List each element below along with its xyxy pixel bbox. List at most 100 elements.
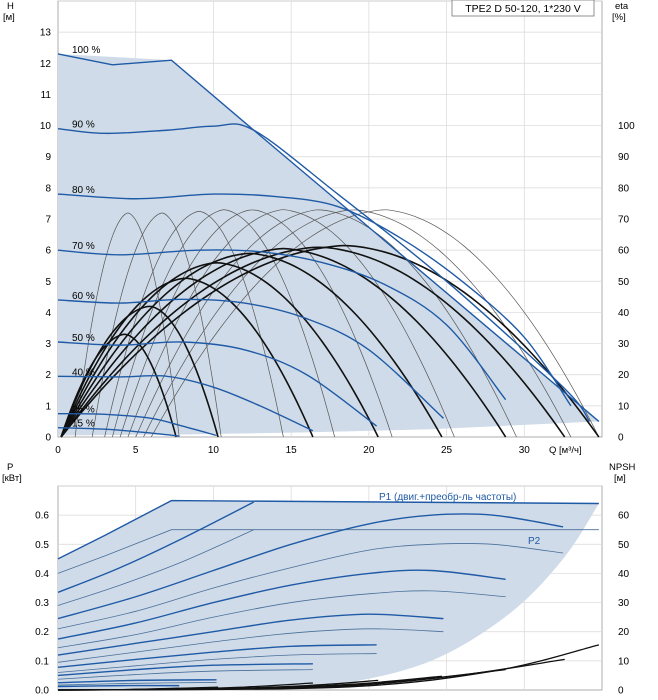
head-curve-label: 15 % bbox=[72, 419, 95, 430]
efficiency-curve-bold-5 bbox=[60, 247, 507, 438]
p1-curve-0 bbox=[57, 499, 599, 560]
y-tick-label: 9 bbox=[45, 152, 51, 163]
x-tick-label: 0 bbox=[55, 445, 61, 456]
power-npsh-panel: 0.0 0.1 0.2 0.3 0.4 0.5 0.6 0 10 20 30 40 50 60 P [кВ… bbox=[2, 462, 636, 697]
npsh-axis-label: NPSH bbox=[609, 462, 636, 473]
head-curve-25 bbox=[57, 412, 217, 437]
p-tick-label: 0.2 bbox=[35, 627, 49, 638]
npsh-tick-label: 20 bbox=[618, 627, 630, 638]
x-tick-label: 5 bbox=[133, 445, 139, 456]
efficiency-curve-thin-5 bbox=[127, 209, 455, 438]
x-tick-label: 25 bbox=[441, 445, 453, 456]
y-tick-label: 3 bbox=[45, 339, 51, 350]
npsh-tick-label: 10 bbox=[618, 656, 630, 667]
y2-tick-label: 70 bbox=[618, 215, 630, 226]
p-tick-label: 0.4 bbox=[35, 569, 49, 580]
y-tick-label: 8 bbox=[45, 183, 51, 194]
head-curve-15 bbox=[57, 426, 180, 437]
efficiency-curve-bold-6 bbox=[60, 246, 566, 438]
head-curve-label: 50 % bbox=[72, 333, 95, 344]
x-axis-label: Q [м³/ч] bbox=[549, 445, 582, 456]
p2-curve-0 bbox=[57, 529, 599, 574]
efficiency-curve-thin-2 bbox=[104, 211, 284, 438]
y-tick-label: 13 bbox=[40, 28, 52, 39]
head-curve-100 bbox=[57, 53, 600, 422]
head-curve-90 bbox=[57, 123, 591, 422]
npsh-tick-label: 30 bbox=[618, 598, 630, 609]
efficiency-curve-bold-7 bbox=[60, 244, 600, 438]
y2-tick-label: 90 bbox=[618, 152, 630, 163]
y2-tick-label: 10 bbox=[618, 401, 630, 412]
y-axis-unit: [м] bbox=[3, 12, 15, 23]
p2-curve-7 bbox=[57, 682, 217, 686]
y2-tick-label: 0 bbox=[618, 433, 624, 444]
npsh-tick-label: 50 bbox=[618, 540, 630, 551]
p1-curve-8 bbox=[57, 684, 180, 688]
npsh-tick-label: 40 bbox=[618, 569, 630, 580]
y-tick-label: 7 bbox=[45, 215, 51, 226]
operating-range-area bbox=[58, 53, 599, 436]
p2-curve-2 bbox=[57, 542, 564, 630]
p-tick-label: 0.0 bbox=[35, 686, 49, 697]
x-tick-label: 30 bbox=[519, 445, 531, 456]
y-axis-label: H bbox=[7, 1, 14, 12]
p2-annotation: P2 bbox=[528, 536, 541, 547]
p-tick-label: 0.5 bbox=[35, 540, 49, 551]
p1-curve-3 bbox=[57, 569, 506, 640]
efficiency-curve-bold-3 bbox=[60, 262, 379, 438]
y-tick-label: 11 bbox=[41, 90, 52, 101]
p1-curve-1 bbox=[57, 501, 255, 594]
p2-curve-1 bbox=[57, 529, 255, 606]
head-curve-40 bbox=[57, 374, 314, 432]
y2-tick-label: 60 bbox=[618, 246, 630, 257]
chart-title: TPE2 D 50-120, 1*230 V bbox=[465, 3, 581, 15]
x-tick-label: 20 bbox=[363, 445, 375, 456]
p1-curve-5 bbox=[57, 644, 377, 668]
p1-curve-7 bbox=[57, 679, 217, 684]
head-curve-label: 100 % bbox=[72, 45, 100, 56]
y-tick-label: 6 bbox=[45, 246, 51, 257]
x-tick-label: 15 bbox=[286, 445, 298, 456]
efficiency-curve-bold-4 bbox=[60, 252, 443, 438]
y2-tick-label: 40 bbox=[618, 308, 630, 319]
y2-tick-label: 80 bbox=[618, 183, 630, 194]
head-curve-label: 25 % bbox=[72, 405, 95, 416]
npsh-tick-label: 60 bbox=[618, 511, 630, 522]
head-curve-80 bbox=[57, 193, 572, 407]
efficiency-curve-bold-2 bbox=[60, 277, 314, 438]
y2-tick-label: 30 bbox=[618, 339, 630, 350]
efficiency-curve-thin-1 bbox=[91, 212, 222, 438]
chart-title-box bbox=[451, 0, 595, 17]
efficiency-curve-thin-4 bbox=[119, 209, 393, 438]
y2-tick-label: 50 bbox=[618, 277, 630, 288]
y-tick-label: 4 bbox=[45, 308, 51, 319]
head-curve-label: 90 % bbox=[72, 120, 95, 131]
p1-curve-6 bbox=[57, 663, 313, 677]
x-tick-label: 10 bbox=[208, 445, 220, 456]
p2-curve-5 bbox=[57, 653, 377, 673]
p-axis-unit: [кВт] bbox=[2, 473, 22, 484]
p1-curve-2 bbox=[57, 513, 564, 620]
p-tick-label: 0.6 bbox=[35, 511, 49, 522]
y-tick-label: 5 bbox=[45, 277, 51, 288]
head-curve-50 bbox=[57, 341, 378, 427]
y-tick-label: 2 bbox=[45, 370, 51, 381]
y-tick-label: 0 bbox=[45, 433, 51, 444]
npsh-axis-unit: [м] bbox=[614, 473, 626, 484]
efficiency-curve-thin-6 bbox=[135, 209, 517, 438]
efficiency-curve-thin-8 bbox=[150, 209, 600, 438]
head-curve-60 bbox=[57, 298, 444, 419]
y-tick-label: 1 bbox=[45, 401, 51, 412]
y2-axis-unit: [%] bbox=[612, 12, 626, 23]
y-tick-label: 10 bbox=[40, 121, 52, 132]
p2-curve-3 bbox=[57, 590, 506, 649]
efficiency-curve-thin-0 bbox=[74, 212, 180, 438]
npsh-tick-label: 0 bbox=[618, 686, 624, 697]
p-axis-label: P bbox=[7, 462, 13, 473]
y2-tick-label: 20 bbox=[618, 370, 630, 381]
p-tick-label: 0.3 bbox=[35, 598, 49, 609]
head-curve-label: 60 % bbox=[72, 291, 95, 302]
head-curve-label: 70 % bbox=[72, 241, 95, 252]
y-tick-label: 12 bbox=[40, 59, 52, 70]
head-curve-label: 40 % bbox=[72, 367, 95, 378]
